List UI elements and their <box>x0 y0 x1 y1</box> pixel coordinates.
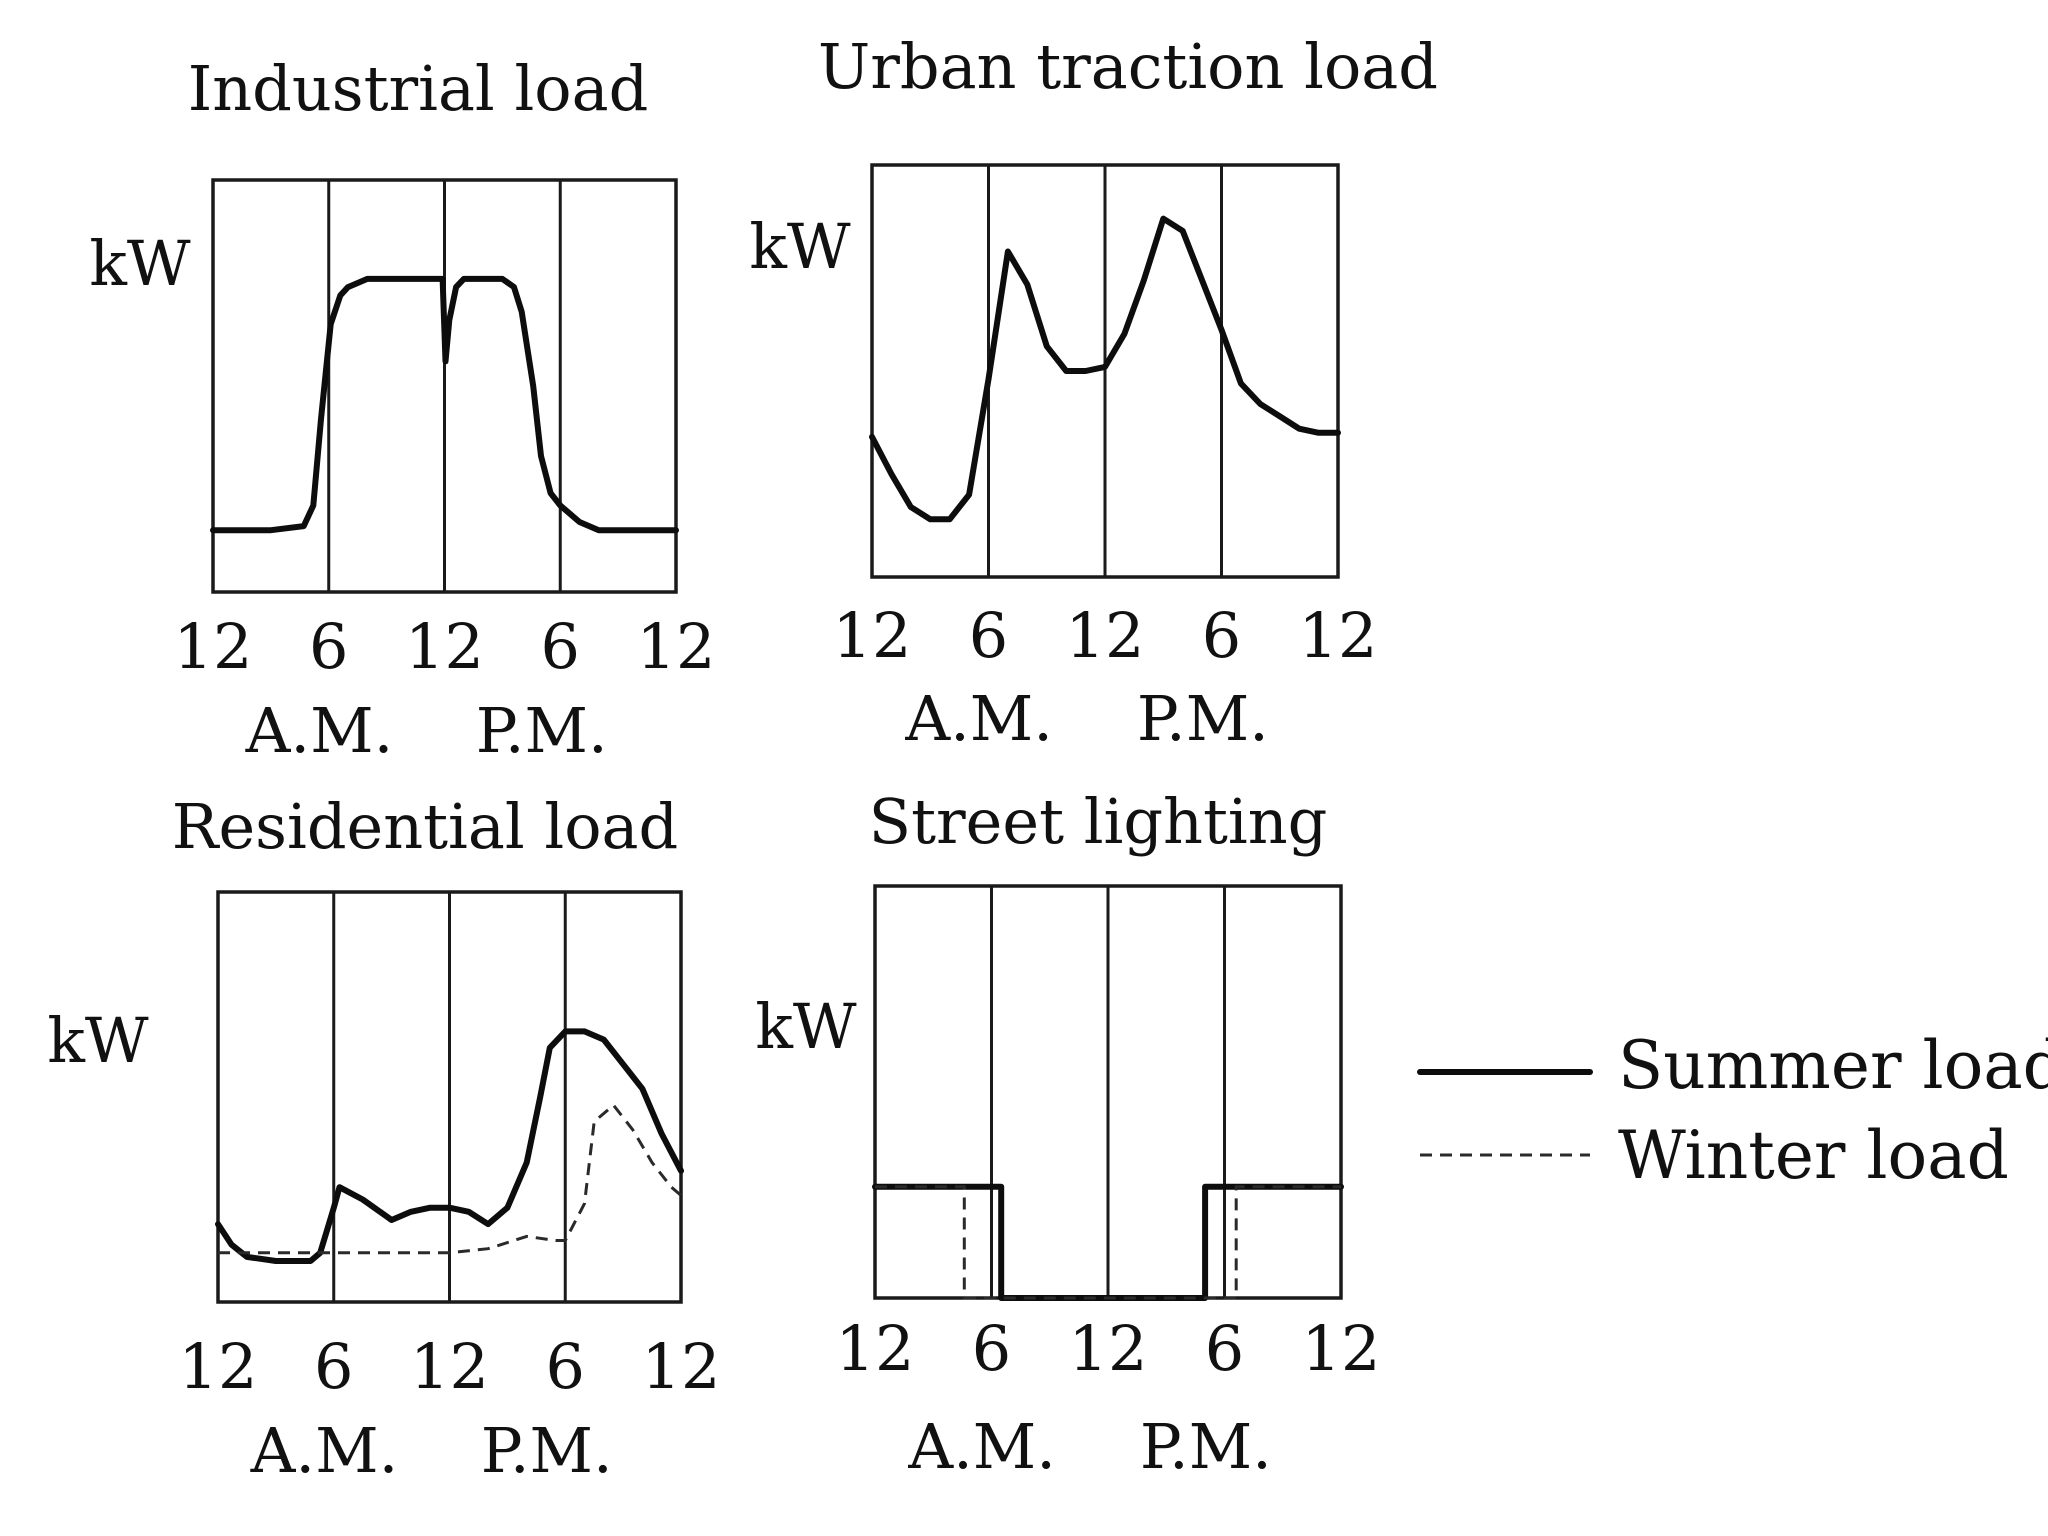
street-lighting-summer-line <box>872 1183 1344 1301</box>
urban-traction-load-x-tick-label: 6 <box>969 599 1008 672</box>
residential-load-x-tick-label: 6 <box>314 1330 353 1403</box>
street-lighting-ylabel: kW <box>755 990 857 1063</box>
industrial-load-ylabel: kW <box>89 227 191 300</box>
street-lighting-x-tick-label: 12 <box>1302 1312 1381 1385</box>
residential-load-x-tick-label: 12 <box>410 1330 489 1403</box>
residential-load-period-label: A.M. <box>250 1414 399 1487</box>
industrial-load-period-label: P.M. <box>476 694 608 767</box>
urban-traction-load-x-tick-label: 12 <box>1066 599 1145 672</box>
street-lighting-winter-line <box>875 1185 1341 1300</box>
industrial-load-period-label: A.M. <box>245 694 394 767</box>
legend-winter-label: Winter load <box>1618 1117 2009 1194</box>
industrial-load-x-tick-label: 12 <box>405 610 484 683</box>
legend: Summer load Winter load <box>1417 1027 2048 1194</box>
residential-load-title: Residential load <box>172 790 678 863</box>
street-lighting-x-tick-label: 6 <box>972 1312 1011 1385</box>
street-lighting-title: Street lighting <box>869 785 1328 858</box>
residential-load-x-tick-label: 12 <box>179 1330 258 1403</box>
urban-traction-load-ylabel: kW <box>749 210 851 283</box>
industrial-load-x-tick-label: 6 <box>541 610 580 683</box>
street-lighting-period-label: P.M. <box>1140 1410 1272 1483</box>
residential-load-ylabel: kW <box>47 1004 149 1077</box>
urban-traction-load-title: Urban traction load <box>818 30 1438 103</box>
legend-summer-label: Summer load <box>1618 1027 2048 1104</box>
street-lighting-period-label: A.M. <box>907 1410 1056 1483</box>
residential-load-period-label: P.M. <box>481 1414 613 1487</box>
industrial-load-x-tick-label: 12 <box>637 610 716 683</box>
street-lighting-x-tick-label: 6 <box>1205 1312 1244 1385</box>
industrial-load-x-tick-label: 6 <box>309 610 348 683</box>
industrial-load-x-tick-label: 12 <box>174 610 253 683</box>
residential-load-x-tick-label: 6 <box>546 1330 585 1403</box>
urban-traction-load-period-label: P.M. <box>1137 682 1269 755</box>
residential-load-summer-line <box>215 1028 684 1264</box>
urban-traction-load-x-tick-label: 6 <box>1202 599 1241 672</box>
urban-traction-load-x-tick-label: 12 <box>833 599 912 672</box>
urban-traction-load-x-tick-label: 12 <box>1299 599 1378 672</box>
street-lighting-x-tick-label: 12 <box>1069 1312 1148 1385</box>
residential-load-x-tick-label: 12 <box>642 1330 721 1403</box>
industrial-load-summer-line <box>210 275 679 534</box>
industrial-load-title: Industrial load <box>188 52 649 125</box>
street-lighting-x-tick-label: 12 <box>836 1312 915 1385</box>
urban-traction-load-summer-line <box>869 215 1341 523</box>
urban-traction-load-period-label: A.M. <box>904 682 1053 755</box>
residential-load-winter-line <box>218 1103 682 1255</box>
